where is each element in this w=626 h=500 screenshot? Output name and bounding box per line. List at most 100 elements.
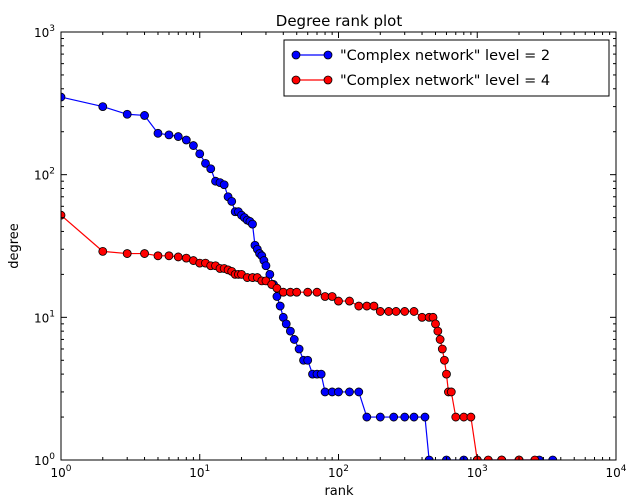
data-point: [548, 455, 558, 460]
data-point: [433, 326, 443, 336]
legend-item-1: "Complex network" level = 2: [291, 48, 550, 64]
data-point: [345, 387, 354, 397]
data-point: [285, 326, 295, 336]
chart-title: Degree rank plot: [276, 12, 403, 30]
data-point: [303, 355, 313, 365]
data-point: [206, 164, 216, 174]
data-point: [303, 287, 313, 297]
x-tick-label: 103: [467, 464, 488, 480]
data-point: [334, 387, 343, 397]
data-point: [369, 301, 379, 311]
data-point: [437, 344, 447, 354]
data-point: [466, 412, 476, 422]
data-point: [442, 369, 451, 379]
tick-base: 10: [34, 454, 49, 468]
tick-exponent: 1: [49, 309, 55, 319]
data-point: [483, 455, 493, 460]
data-point: [272, 283, 282, 293]
legend-label: "Complex network" level = 2: [340, 48, 550, 64]
y-tick-label: 103: [34, 24, 55, 40]
plot-area: [61, 92, 558, 460]
tick-base: 10: [605, 466, 620, 480]
data-point: [294, 344, 304, 354]
data-point: [420, 412, 430, 422]
data-point: [354, 387, 364, 397]
legend-marker: [291, 50, 301, 60]
x-tick-label: 101: [189, 464, 210, 480]
data-point: [334, 296, 343, 306]
data-point: [292, 287, 302, 297]
data-point: [409, 412, 419, 422]
data-point: [327, 292, 337, 301]
data-point: [227, 196, 237, 206]
data-point: [384, 307, 394, 316]
data-point: [316, 369, 326, 379]
data-point: [431, 319, 440, 329]
data-point: [140, 249, 149, 258]
y-axis-label: degree: [7, 223, 22, 269]
data-point: [409, 307, 419, 316]
data-point: [497, 455, 507, 460]
data-point: [389, 412, 399, 422]
data-point: [201, 158, 210, 168]
data-point: [122, 249, 132, 258]
tick-base: 10: [467, 466, 482, 480]
data-point: [375, 412, 385, 422]
data-point: [173, 252, 183, 262]
x-axis-label: rank: [324, 484, 354, 499]
legend-item-2: "Complex network" level = 4: [291, 73, 550, 89]
data-point: [362, 412, 372, 422]
legend-marker: [323, 50, 333, 60]
data-point: [375, 307, 385, 316]
data-point: [530, 455, 540, 460]
data-point: [98, 246, 108, 256]
legend-marker: [323, 75, 333, 85]
tick-base: 10: [328, 466, 343, 480]
data-point: [219, 180, 229, 190]
tick-exponent: 0: [66, 464, 72, 474]
data-point: [195, 149, 205, 159]
data-point: [153, 251, 163, 261]
data-point: [435, 335, 445, 344]
tick-exponent: 0: [49, 452, 55, 462]
legend: "Complex network" level = 2 "Complex netw…: [283, 39, 610, 97]
legend-label: "Complex network" level = 4: [340, 73, 550, 89]
data-point: [261, 261, 271, 271]
tick-base: 10: [34, 311, 49, 325]
data-point: [424, 455, 434, 460]
legend-marker: [291, 75, 301, 85]
data-point: [312, 287, 322, 297]
data-point: [440, 355, 449, 365]
data-point: [451, 412, 461, 422]
data-point: [289, 335, 299, 344]
x-tick-label: 102: [328, 464, 349, 480]
data-point: [153, 128, 163, 138]
data-point: [140, 111, 149, 120]
data-point: [122, 109, 132, 119]
tick-exponent: 2: [49, 167, 55, 177]
legend-box: [283, 39, 610, 97]
tick-base: 10: [34, 169, 49, 183]
data-point: [164, 130, 174, 140]
data-point: [188, 141, 198, 150]
y-tick-label: 100: [34, 452, 55, 468]
data-point: [275, 301, 285, 311]
data-point: [446, 387, 456, 397]
tick-base: 10: [189, 466, 204, 480]
y-tick-label: 102: [34, 167, 55, 183]
tick-exponent: 4: [621, 464, 626, 474]
data-point: [400, 412, 410, 422]
x-tick-label: 100: [50, 464, 71, 480]
data-point: [61, 92, 66, 102]
tick-base: 10: [34, 26, 49, 40]
tick-exponent: 2: [343, 464, 349, 474]
data-point: [181, 135, 191, 145]
data-point: [173, 132, 183, 141]
series-2: [61, 210, 540, 460]
data-point: [98, 102, 108, 111]
data-point: [164, 251, 174, 261]
x-tick-label: 104: [605, 464, 626, 480]
tick-base: 10: [50, 466, 65, 480]
